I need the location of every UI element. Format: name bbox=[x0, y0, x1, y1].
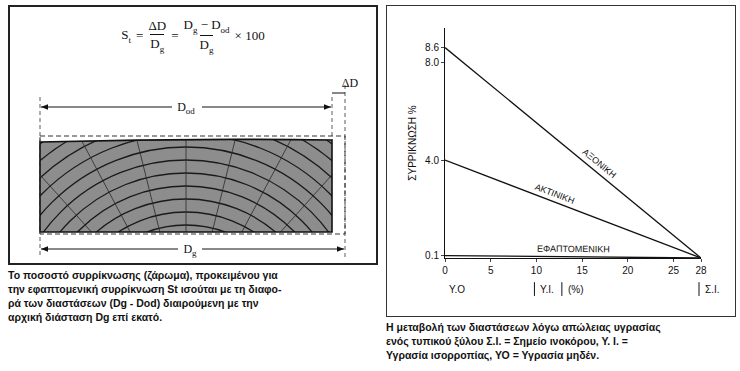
svg-text:ΑΚΤΙΝΙΚΗ: ΑΚΤΙΝΙΚΗ bbox=[534, 182, 576, 206]
svg-text:Dod: Dod bbox=[177, 100, 195, 116]
html-text:× 100: × 100 bbox=[234, 27, 265, 43]
svg-text:8.0: 8.0 bbox=[425, 57, 439, 68]
svg-text:ΕΦΑΠΤΟΜΕΝΙΚΗ: ΕΦΑΠΤΟΜΕΝΙΚΗ bbox=[537, 244, 610, 255]
html-text:την εφαπτομενική συρρίκνωση St: την εφαπτομενική συρρίκνωση St ισούται μ… bbox=[8, 283, 282, 295]
html-text:Dg− Dod: Dg− Dod bbox=[183, 17, 230, 35]
svg-text:10: 10 bbox=[531, 265, 543, 276]
svg-text:ΑΞΟΝΙΚΗ: ΑΞΟΝΙΚΗ bbox=[581, 147, 619, 180]
html-text:Η μεταβολή των διαστάσεων λόγω: Η μεταβολή των διαστάσεων λόγω απώλειας … bbox=[386, 321, 661, 333]
html-text:St =: St = bbox=[121, 26, 144, 45]
svg-text:0: 0 bbox=[442, 265, 448, 276]
svg-text:20: 20 bbox=[622, 265, 634, 276]
svg-text:Υ.Ο: Υ.Ο bbox=[449, 284, 465, 295]
html-text:αρχική διάσταση Dg επί εκατό.: αρχική διάσταση Dg επί εκατό. bbox=[8, 311, 163, 323]
svg-text:25: 25 bbox=[668, 265, 680, 276]
svg-text:0.1: 0.1 bbox=[425, 250, 439, 261]
svg-text:Σ.Ι.: Σ.Ι. bbox=[705, 284, 720, 295]
html-text:ενός τυπικού ξύλου Σ.Ι. = Σημε: ενός τυπικού ξύλου Σ.Ι. = Σημείο ινοκόρο… bbox=[386, 335, 628, 347]
svg-text:28: 28 bbox=[695, 265, 707, 276]
html-text:ΔD: ΔD bbox=[148, 17, 167, 33]
svg-text:15: 15 bbox=[577, 265, 589, 276]
svg-text:4.0: 4.0 bbox=[425, 155, 439, 166]
svg-text:5: 5 bbox=[488, 265, 494, 276]
html-text:Το ποσοστό συρρίκνωσης (ζάρωμα: Το ποσοστό συρρίκνωσης (ζάρωμα), προκειμ… bbox=[8, 269, 278, 281]
svg-text:Dg: Dg bbox=[183, 242, 197, 258]
html-text:Dg: Dg bbox=[199, 36, 214, 55]
svg-text:ΣΥΡΡΙΚΝΩΣΗ %: ΣΥΡΡΙΚΝΩΣΗ % bbox=[407, 105, 418, 181]
html-text:Dg: Dg bbox=[150, 35, 165, 54]
html-text:Υγρασία ισορροπίας, ΥΟ = Υγρασ: Υγρασία ισορροπίας, ΥΟ = Υγρασία μηδέν. bbox=[386, 349, 600, 361]
svg-text:ΔD: ΔD bbox=[342, 76, 359, 90]
html-text:ρά των διαστάσεων (Dg - Dod) δ: ρά των διαστάσεων (Dg - Dod) διαιρούμενη… bbox=[8, 297, 259, 309]
svg-text:(%): (%) bbox=[568, 284, 584, 295]
svg-text:8.6: 8.6 bbox=[425, 42, 439, 53]
svg-text:Υ.Ι.: Υ.Ι. bbox=[540, 284, 554, 295]
